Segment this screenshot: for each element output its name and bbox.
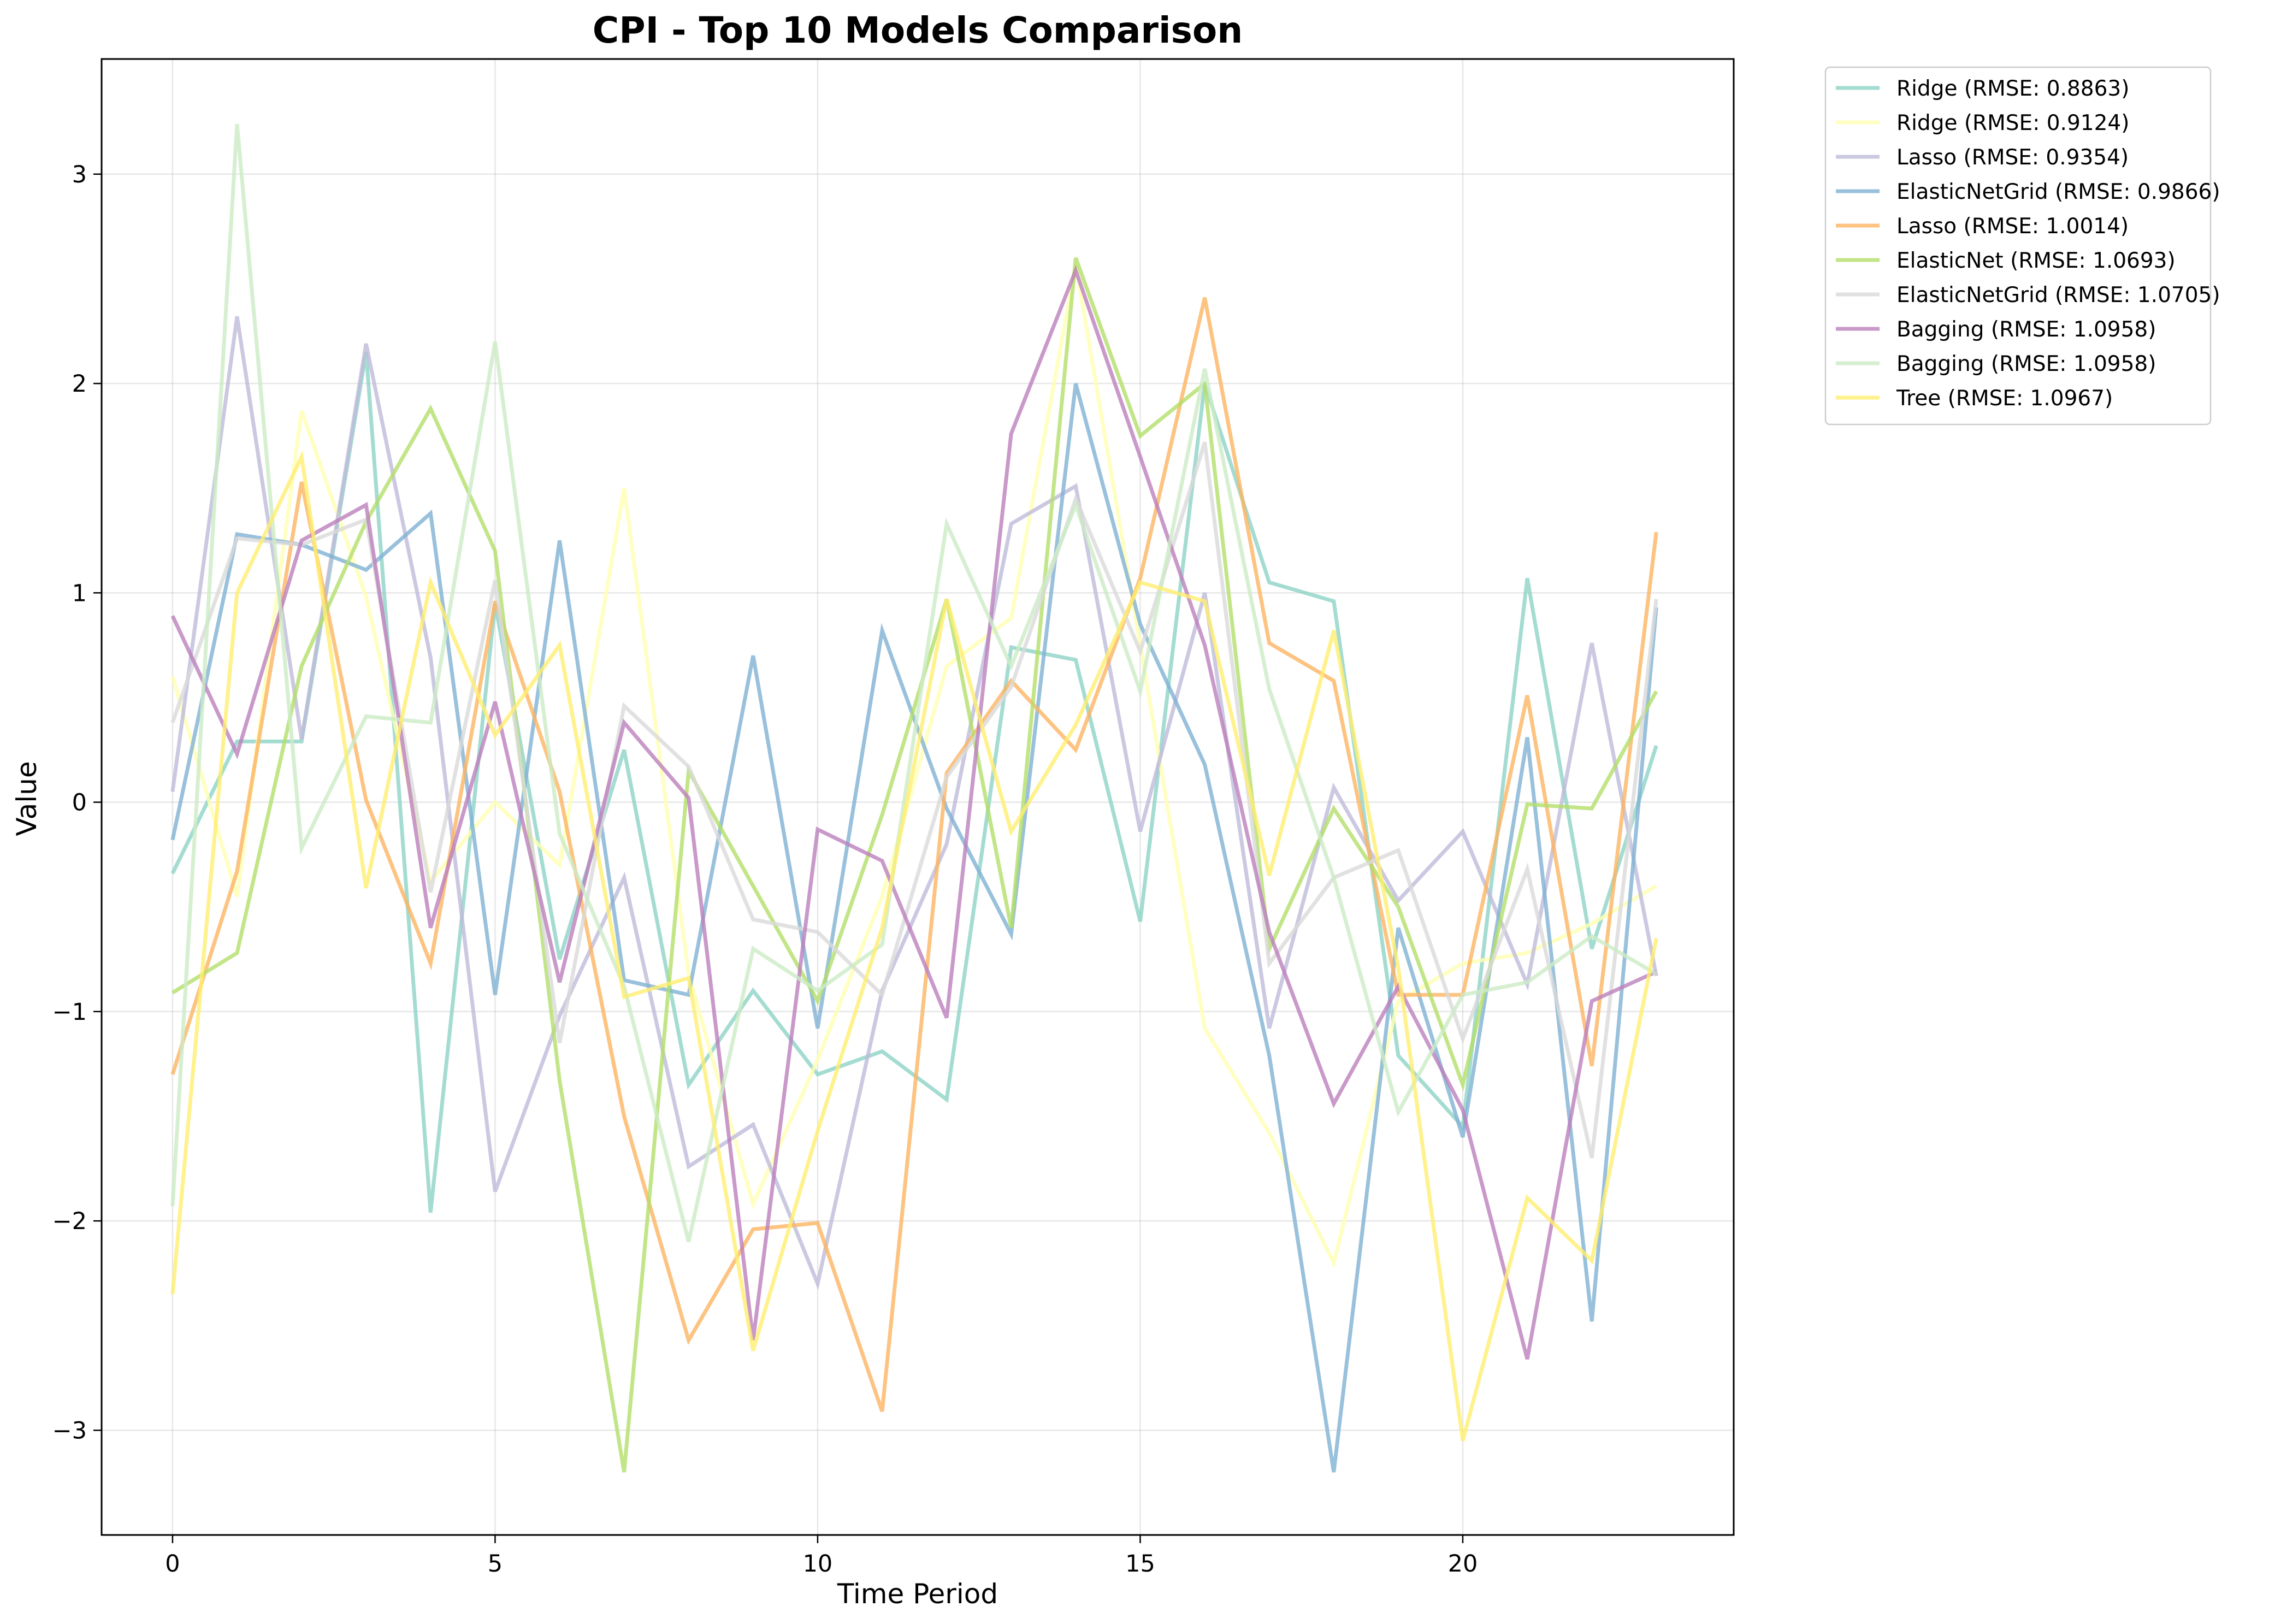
legend-entry-label[interactable]: Lasso (RMSE: 0.9354) (1896, 145, 2129, 170)
x-tick-label: 0 (165, 1550, 180, 1578)
series-line (172, 257, 1658, 1473)
legend-entry-label[interactable]: Lasso (RMSE: 1.0014) (1896, 214, 2129, 239)
plot-area-frame (101, 58, 1735, 1536)
y-tick-label: −2 (52, 1208, 87, 1235)
legend[interactable]: Ridge (RMSE: 0.8863) Ridge (RMSE: 0.9124)… (1824, 66, 2220, 426)
legend-entry-label[interactable]: Bagging (RMSE: 1.0958) (1896, 317, 2156, 342)
series-line (170, 316, 1658, 1290)
legend-entry-label[interactable]: ElasticNet (RMSE: 1.0693) (1896, 249, 2176, 273)
y-tick-label: 2 (72, 370, 87, 398)
y-tick-label: 3 (72, 161, 87, 188)
legend-entry-label[interactable]: ElasticNetGrid (RMSE: 0.9866) (1896, 180, 2220, 204)
legend-entry-label[interactable]: Ridge (RMSE: 0.8863) (1896, 76, 2129, 101)
legend-box (1824, 66, 2212, 426)
y-tick-label: −1 (52, 999, 87, 1026)
x-tick-label: 5 (488, 1550, 503, 1578)
x-tick-label: 10 (803, 1550, 833, 1578)
axis-ticks: 0 5 10 15 20 −3 −2 −1 0 1 2 3 (52, 161, 1478, 1578)
y-tick-label: 1 (72, 580, 87, 607)
series-line (170, 297, 1658, 1413)
series-line (170, 441, 1658, 1159)
y-tick-label: −3 (52, 1417, 87, 1444)
y-tick-label: 0 (72, 789, 87, 817)
y-axis-label: Value (11, 761, 43, 836)
x-axis-label: Time Period (837, 1578, 998, 1610)
legend-entry-label[interactable]: Ridge (RMSE: 0.9124) (1896, 111, 2129, 135)
legend-entry-label[interactable]: ElasticNetGrid (RMSE: 1.0705) (1896, 283, 2220, 308)
series-line (170, 383, 1658, 1473)
grid-lines (102, 59, 1734, 1535)
x-tick-label: 15 (1125, 1550, 1155, 1578)
series-lines (170, 123, 1658, 1473)
series-line (170, 450, 1658, 1442)
legend-entry-label[interactable]: Bagging (RMSE: 1.0958) (1896, 352, 2156, 376)
legend-entry-label[interactable]: Tree (RMSE: 1.0967) (1896, 386, 2113, 411)
series-line (170, 123, 1658, 1243)
x-tick-label: 20 (1448, 1550, 1478, 1578)
chart-title: CPI - Top 10 Models Comparison (593, 9, 1243, 51)
series-line (170, 265, 1657, 1360)
